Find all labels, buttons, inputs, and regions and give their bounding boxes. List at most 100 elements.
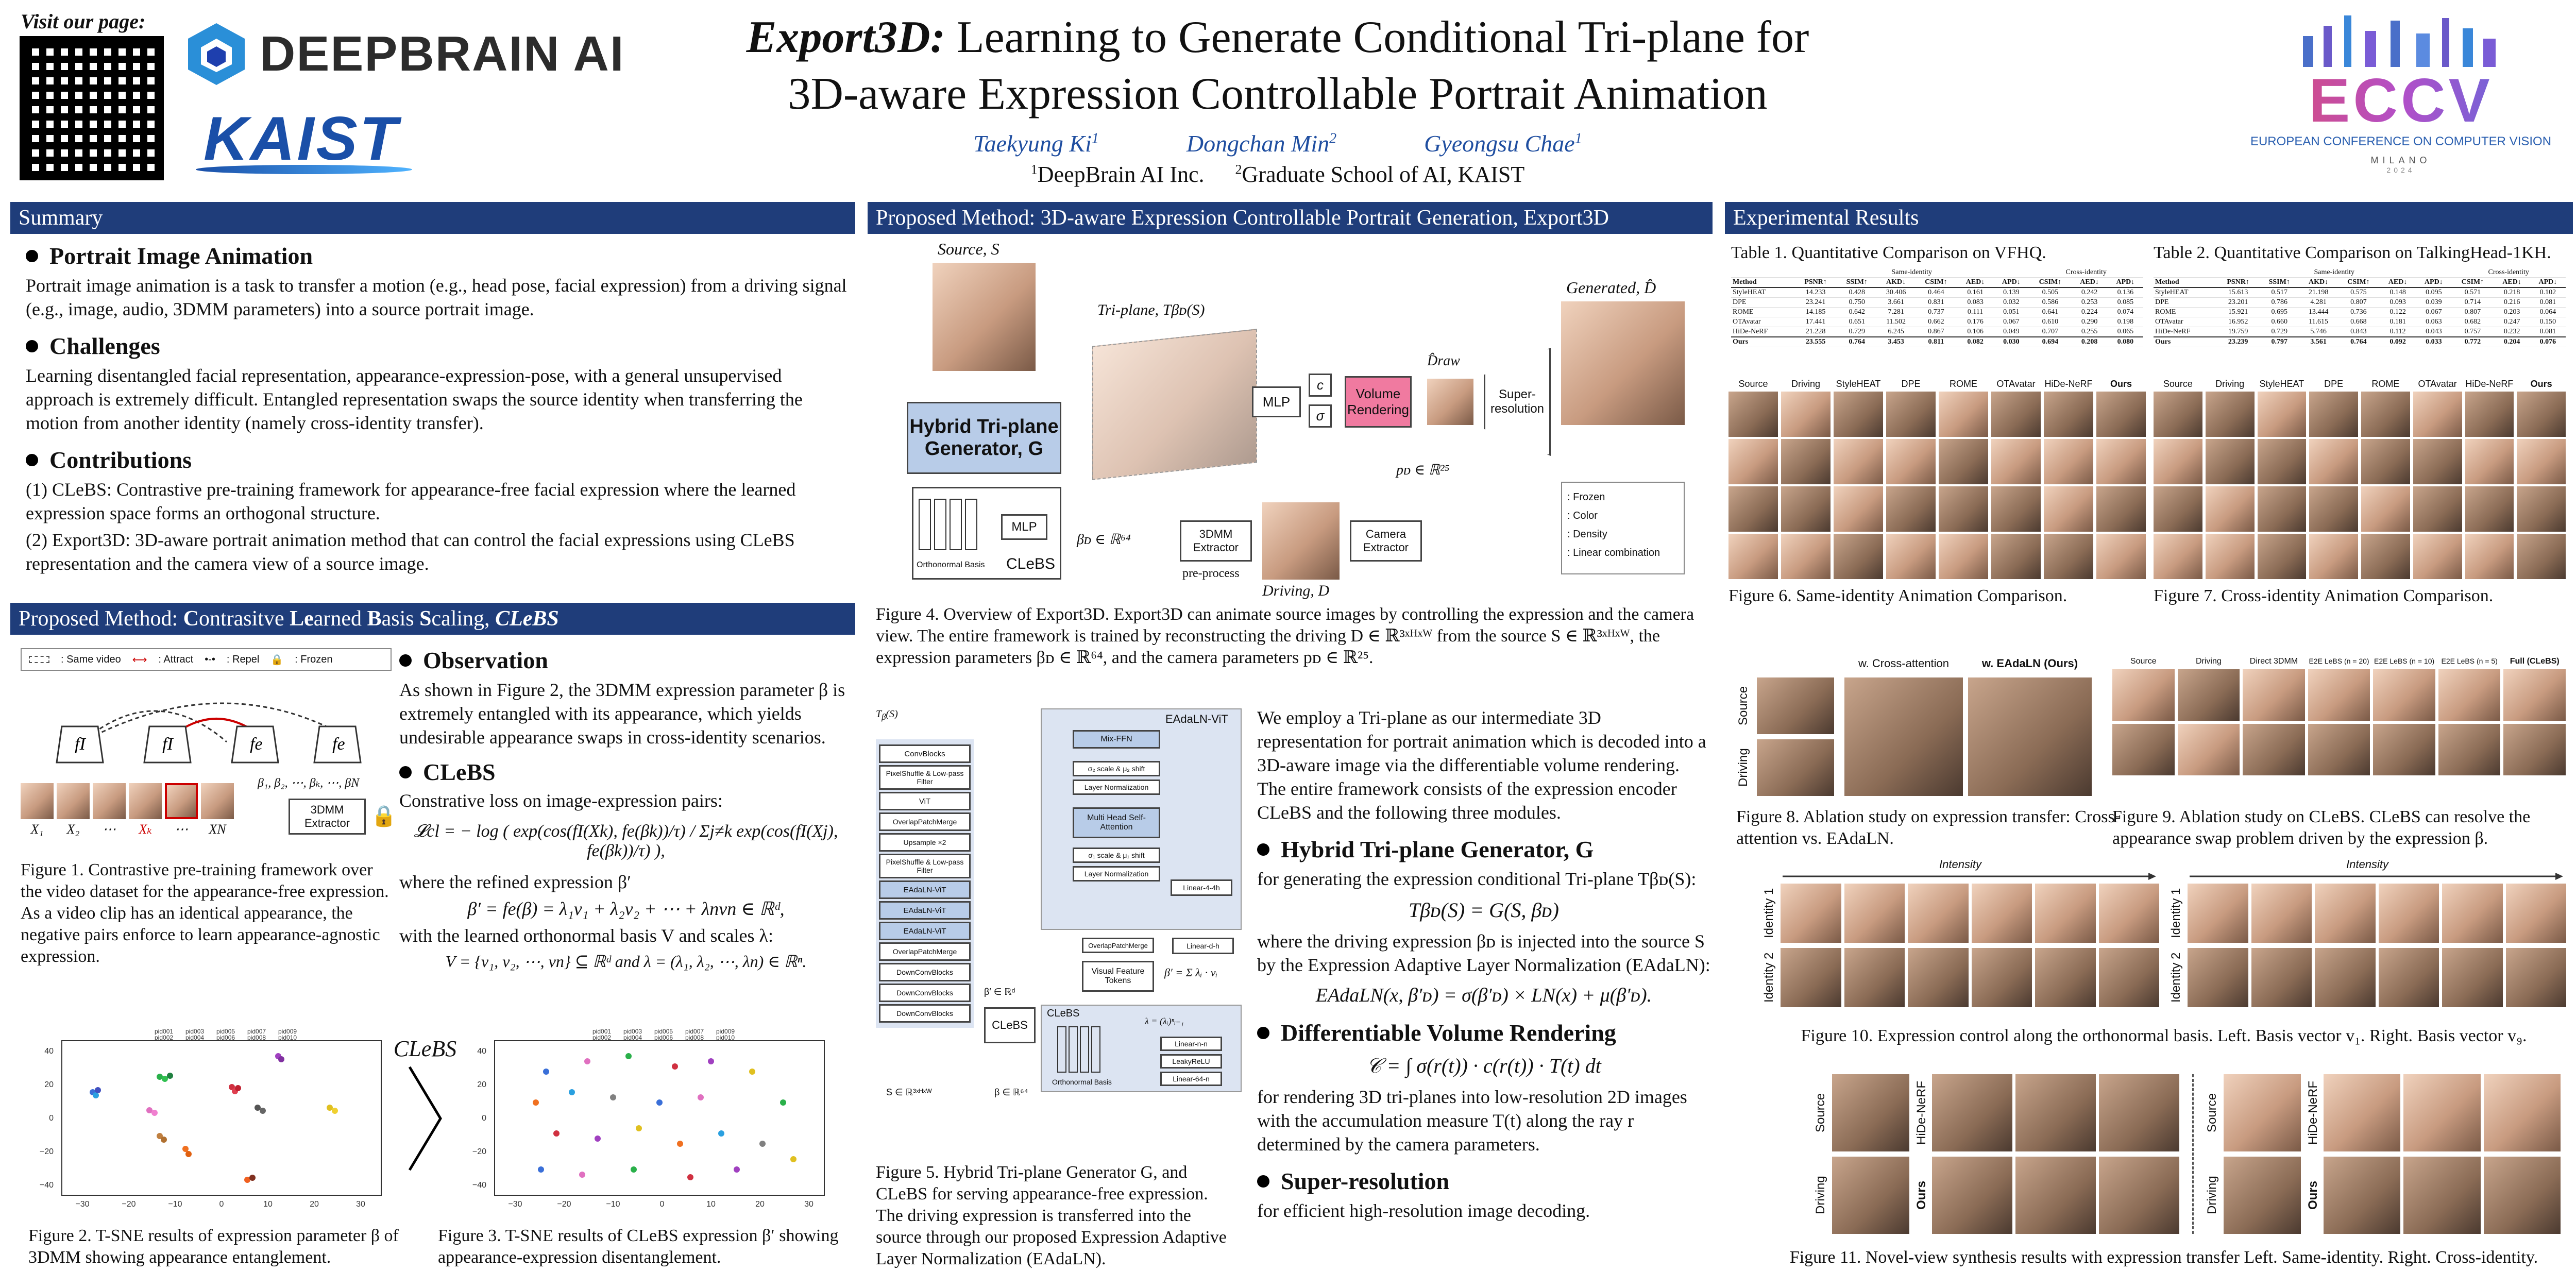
density-output: σ <box>1309 404 1332 428</box>
table-2: Table 2. Quantitative Comparison on Talk… <box>2154 242 2566 347</box>
svg-text:0: 0 <box>482 1114 486 1123</box>
figure-10-caption: Figure 10. Expression control along the … <box>1801 1026 2527 1045</box>
svg-text:fe: fe <box>332 735 345 754</box>
draw-image <box>1427 379 1473 425</box>
svg-text:0: 0 <box>660 1200 665 1209</box>
super-resolution-box: Super-resolution <box>1484 348 1551 456</box>
svg-text:−20: −20 <box>122 1200 135 1209</box>
figure-11: Source Driving HiDe-NeRF Ours Source Dri… <box>1814 1074 2566 1239</box>
author-3[interactable]: Gyeongsu Chae1 <box>1424 130 1582 157</box>
figure-4: Source, S Hybrid Tri-plane Generator, G … <box>896 240 1700 600</box>
intensity-arrow-icon <box>1783 873 2563 880</box>
authors: Taekyung Ki1 Dongchan Min2 Gyeongsu Chae… <box>732 130 1824 157</box>
svg-text:pid004: pid004 <box>185 1034 204 1041</box>
hybrid-generator-heading: Hybrid Tri-plane Generator, G <box>1257 836 1710 863</box>
clebs-heading: CLeBS <box>399 758 853 786</box>
svg-text:20: 20 <box>755 1200 765 1209</box>
table-row: StyleHEAT 14.233 0.428 30.406 0.464 0.161 0.13… <box>1731 287 2143 298</box>
figure-5-triplane-label: Tβ(S) <box>876 708 898 722</box>
figure-8-caption: Figure 8. Ablation study on expression t… <box>1736 807 2121 848</box>
title-line2: 3D-aware Expression Controllable Portrai… <box>788 69 1768 119</box>
svg-text:pid009: pid009 <box>278 1028 297 1035</box>
svg-text:pid001: pid001 <box>592 1028 611 1035</box>
svg-text:pid007: pid007 <box>685 1028 704 1035</box>
linear-d-h: Linear-d-h <box>1172 938 1234 954</box>
visit-text: Visit our page: <box>21 10 146 33</box>
table-row: ROME 14.185 0.642 7.281 0.737 0.111 0.051 0.641… <box>1731 307 2143 317</box>
author-1[interactable]: Taekyung Ki1 <box>973 130 1099 157</box>
source-label: Source, S <box>938 240 999 258</box>
svg-text:pid010: pid010 <box>716 1034 735 1041</box>
figure-5-s-label: S ∈ ℝ³ˣᴴˣᵂ <box>886 1087 932 1097</box>
deepbrain-logo: DEEPBRAIN AI <box>185 21 625 88</box>
figure-5-clebs-box: CLeBS <box>984 1007 1036 1043</box>
kaist-logo-swoosh <box>196 165 412 174</box>
volume-rendering-text: for rendering 3D tri-planes into low-res… <box>1257 1087 1687 1155</box>
lock-icon: 🔒 <box>270 654 284 666</box>
svg-text:20: 20 <box>310 1200 319 1209</box>
svg-text:pid004: pid004 <box>623 1034 642 1041</box>
clebs-module-label: CLeBS <box>1006 555 1056 572</box>
svg-text:pid003: pid003 <box>185 1028 204 1035</box>
eccv-year: 2024 <box>2386 166 2415 174</box>
figure-6: Source Driving StyleHEAT DPE ROME OTAvatar HiD… <box>1728 379 2146 607</box>
generated-label: Generated, D̂ <box>1566 278 1656 297</box>
triplane-image <box>1092 329 1257 480</box>
svg-text:−30: −30 <box>75 1200 89 1209</box>
clebs-right-text: Observation As shown in Figure 2, the 3D… <box>399 647 853 971</box>
driving-label: Driving, D <box>1262 582 1329 599</box>
svg-text:pid001: pid001 <box>155 1028 173 1035</box>
hybrid-generator-text-2: where the driving expression βᴅ is injec… <box>1257 931 1710 975</box>
ortho-basis-label: Orthonormal Basis <box>917 561 985 569</box>
summary-heading-1: Portrait Image Animation <box>26 242 850 269</box>
svg-text:fe: fe <box>250 735 263 754</box>
svg-text:40: 40 <box>44 1047 54 1056</box>
svg-text:pid007: pid007 <box>247 1028 266 1035</box>
summary-heading-2: Challenges <box>26 332 850 360</box>
tsne-plot-3dmm: 40 20 0 −20 −40 −30 −20 −10 0 10 20 30 p… <box>31 1025 392 1216</box>
eccv-logo-text: ECCV <box>2246 70 2555 131</box>
volume-rendering-equation: 𝒞 = ∫ σ(r(t)) · c(r(t)) · T(t) dt <box>1366 1054 1601 1077</box>
table-row: HiDe-NeRF 19.759 0.729 5.746 0.843 0.112 0.043… <box>2154 327 2566 337</box>
pd-label: pᴅ ∈ ℝ²⁵ <box>1396 462 1450 478</box>
svg-text:pid002: pid002 <box>592 1034 611 1041</box>
preprocess-label: pre-process <box>1182 567 1240 580</box>
contribution-1: (1) CLeBS: Contrastive pre-training fram… <box>26 479 796 523</box>
svg-text:pid003: pid003 <box>623 1028 642 1035</box>
triplane-equation: Tβᴅ(S) = G(S, βᴅ) <box>1409 899 1559 922</box>
basis-text: with the learned orthonormal basis V and… <box>399 925 773 946</box>
deepbrain-logo-icon <box>188 23 245 85</box>
refined-text: where the refined expression β′ <box>399 872 632 892</box>
table-1-caption: Table 1. Quantitative Comparison on VFHQ… <box>1731 243 2046 262</box>
figure-5-betap-label: β′ ∈ ℝᵈ <box>984 987 1015 997</box>
svg-text:pid008: pid008 <box>247 1034 266 1041</box>
svg-text:pid010: pid010 <box>278 1034 297 1041</box>
3dmm-extractor-box-fig4: 3DMM Extractor <box>1180 520 1252 562</box>
svg-text:−20: −20 <box>40 1147 54 1156</box>
svg-text:0: 0 <box>49 1114 54 1123</box>
figure-1-legend: : Same video ⟷: Attract •-•: Repel 🔒: Fr… <box>21 648 392 671</box>
overlap-patch-merge: OverlapPatchMerge <box>1082 938 1154 953</box>
table-2-caption: Table 2. Quantitative Comparison on Talk… <box>2154 243 2551 262</box>
triplane-label: Tri-plane, Tβᴅ(S) <box>1097 301 1205 318</box>
author-2[interactable]: Dongchan Min2 <box>1186 130 1337 157</box>
svg-text:pid006: pid006 <box>216 1034 235 1041</box>
figure-1-frames <box>21 783 234 819</box>
table-row: HiDe-NeRF 21.228 0.729 6.245 0.867 0.106 0.049… <box>1731 327 2143 337</box>
svg-text:20: 20 <box>477 1080 486 1089</box>
figure-9-caption: Figure 9. Ablation study on CLeBS. CLeBS… <box>2112 807 2531 848</box>
beta-d-label: βᴅ ∈ ℝ⁶⁴ <box>1077 532 1131 548</box>
super-resolution-text: for efficient high-resolution image deco… <box>1257 1200 1590 1221</box>
summary-text-2: Learning disentangled facial representat… <box>26 365 803 433</box>
table-row: OTAvatar 16.952 0.660 11.615 0.668 0.181 0.063… <box>2154 317 2566 327</box>
chevron-right-icon <box>408 1066 442 1171</box>
figure-2-caption: Figure 2. T-SNE results of expression pa… <box>28 1226 399 1267</box>
draw-label: D̂raw <box>1427 353 1460 369</box>
tsne-arrow-label: CLeBS <box>393 1036 457 1061</box>
qr-code[interactable] <box>20 36 164 180</box>
affiliation-2: Graduate School of AI, KAIST <box>1242 162 1525 187</box>
volume-rendering-heading: Differentiable Volume Rendering <box>1257 1019 1710 1046</box>
figure-5: Tβ(S) ConvBlocks PixelShuffle & Low-pass… <box>876 708 1247 1100</box>
tsne-plot-clebs: 40 20 0 −20 −40 −30 −20 −10 0 10 20 30 p… <box>464 1025 835 1216</box>
clebs-detail-panel: CLeBS Orthonormal Basis λ = (λᵢ)ⁿᵢ₌₁ Lin… <box>1041 1005 1242 1092</box>
